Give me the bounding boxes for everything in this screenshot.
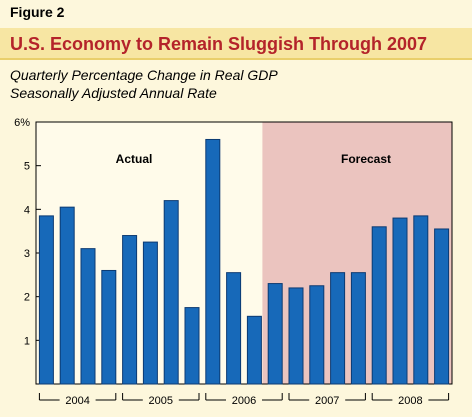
year-label: 2005 xyxy=(149,395,173,407)
y-tick-label: 4 xyxy=(24,204,30,216)
bar xyxy=(38,215,54,385)
bar xyxy=(371,226,387,385)
year-label: 2008 xyxy=(398,395,422,407)
forecast-label: Forecast xyxy=(341,152,391,166)
subtitle-line-2: Seasonally Adjusted Annual Rate xyxy=(10,85,217,101)
actual-label: Actual xyxy=(116,152,153,166)
bar xyxy=(142,241,158,385)
title-banner: U.S. Economy to Remain Sluggish Through … xyxy=(0,28,472,60)
bar xyxy=(122,235,138,385)
bar xyxy=(80,248,96,385)
bar xyxy=(184,307,200,385)
bar xyxy=(309,285,325,385)
bar xyxy=(205,138,221,385)
bar xyxy=(288,287,304,385)
year-label: 2004 xyxy=(65,395,89,407)
y-tick-label: 1 xyxy=(24,335,30,347)
figure-label: Figure 2 xyxy=(10,4,65,20)
year-label: 2006 xyxy=(232,395,256,407)
bar xyxy=(163,200,179,385)
bar xyxy=(226,272,242,385)
bar xyxy=(413,215,429,385)
bar xyxy=(267,283,283,385)
subtitle-line-1: Quarterly Percentage Change in Real GDP xyxy=(10,67,278,83)
bar xyxy=(330,272,346,385)
bar xyxy=(434,228,450,385)
year-label: 2007 xyxy=(315,395,339,407)
bar xyxy=(392,217,408,385)
bar xyxy=(59,206,75,385)
chart-title: U.S. Economy to Remain Sluggish Through … xyxy=(10,34,428,54)
bar xyxy=(101,269,117,385)
y-tick-label: 2 xyxy=(24,292,30,304)
bar xyxy=(246,315,262,385)
y-tick-label: 3 xyxy=(24,248,30,260)
y-tick-label: 5 xyxy=(24,161,30,173)
bar xyxy=(350,272,366,385)
y-tick-label: 6% xyxy=(14,117,30,129)
